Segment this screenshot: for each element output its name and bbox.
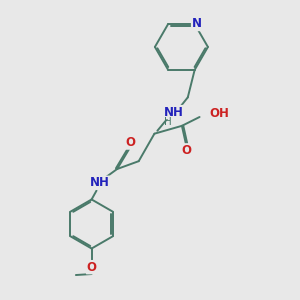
Text: N: N xyxy=(192,17,202,31)
Text: NH: NH xyxy=(89,176,110,189)
Text: NH: NH xyxy=(164,106,184,118)
Text: H: H xyxy=(164,117,172,127)
Text: O: O xyxy=(87,261,97,274)
Text: O: O xyxy=(126,136,136,149)
Text: O: O xyxy=(182,144,192,157)
Text: OH: OH xyxy=(209,106,229,120)
